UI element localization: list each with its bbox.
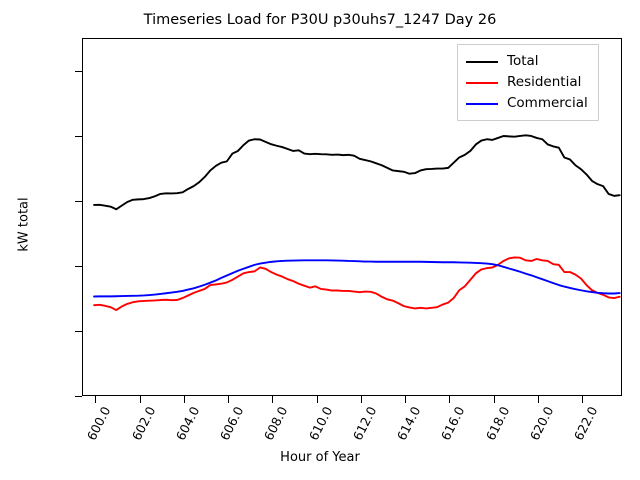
legend-swatch-commercial	[466, 102, 498, 105]
y-tick-mark	[75, 396, 82, 397]
y-tick-mark	[75, 200, 82, 202]
x-tick-mark	[183, 396, 185, 403]
series-line-commercial	[93, 259, 621, 298]
x-tick-label: 616.0	[438, 404, 468, 443]
x-tick-mark	[360, 396, 362, 403]
x-tick-mark	[95, 396, 97, 403]
legend-label-commercial: Commercial	[507, 95, 588, 111]
x-tick-label: 610.0	[305, 404, 335, 443]
legend-label-residential: Residential	[507, 74, 582, 90]
x-tick-label: 618.0	[482, 404, 512, 443]
x-tick-label: 620.0	[526, 404, 557, 443]
legend-item-total[interactable]: Total	[466, 51, 588, 72]
x-tick-mark	[272, 396, 274, 403]
x-tick-mark	[405, 396, 407, 403]
legend-item-residential[interactable]: Residential	[466, 72, 588, 93]
legend: Total Residential Commercial	[457, 44, 599, 121]
legend-swatch-residential	[466, 81, 498, 84]
x-tick-mark	[228, 396, 230, 403]
y-tick-mark	[75, 330, 82, 332]
y-tick-mark	[75, 135, 82, 137]
legend-label-total: Total	[507, 53, 539, 69]
x-tick-label: 604.0	[172, 404, 203, 443]
y-tick-mark	[75, 70, 82, 72]
x-tick-label: 622.0	[570, 404, 601, 443]
x-tick-label: 602.0	[128, 404, 158, 443]
x-tick-mark	[493, 396, 495, 403]
y-axis-label: kW total	[16, 197, 32, 252]
x-tick-label: 600.0	[84, 404, 114, 443]
x-tick-mark	[316, 396, 318, 403]
chart-title: Timeseries Load for P30U p30uhs7_1247 Da…	[143, 12, 497, 28]
series-line-residential	[93, 256, 621, 311]
legend-item-commercial[interactable]: Commercial	[466, 93, 588, 114]
x-tick-label: 614.0	[393, 404, 424, 443]
x-tick-mark	[537, 396, 539, 403]
series-canvas	[93, 134, 621, 311]
x-tick-mark	[582, 396, 584, 403]
x-axis-label: Hour of Year	[280, 450, 360, 465]
legend-swatch-total	[466, 60, 498, 63]
x-tick-mark	[449, 396, 451, 403]
x-tick-mark	[139, 396, 141, 403]
x-tick-label: 612.0	[349, 404, 380, 443]
series-line-total	[93, 134, 621, 211]
x-tick-label: 608.0	[261, 404, 291, 443]
x-tick-label: 606.0	[216, 404, 247, 443]
y-tick-mark	[75, 265, 82, 267]
